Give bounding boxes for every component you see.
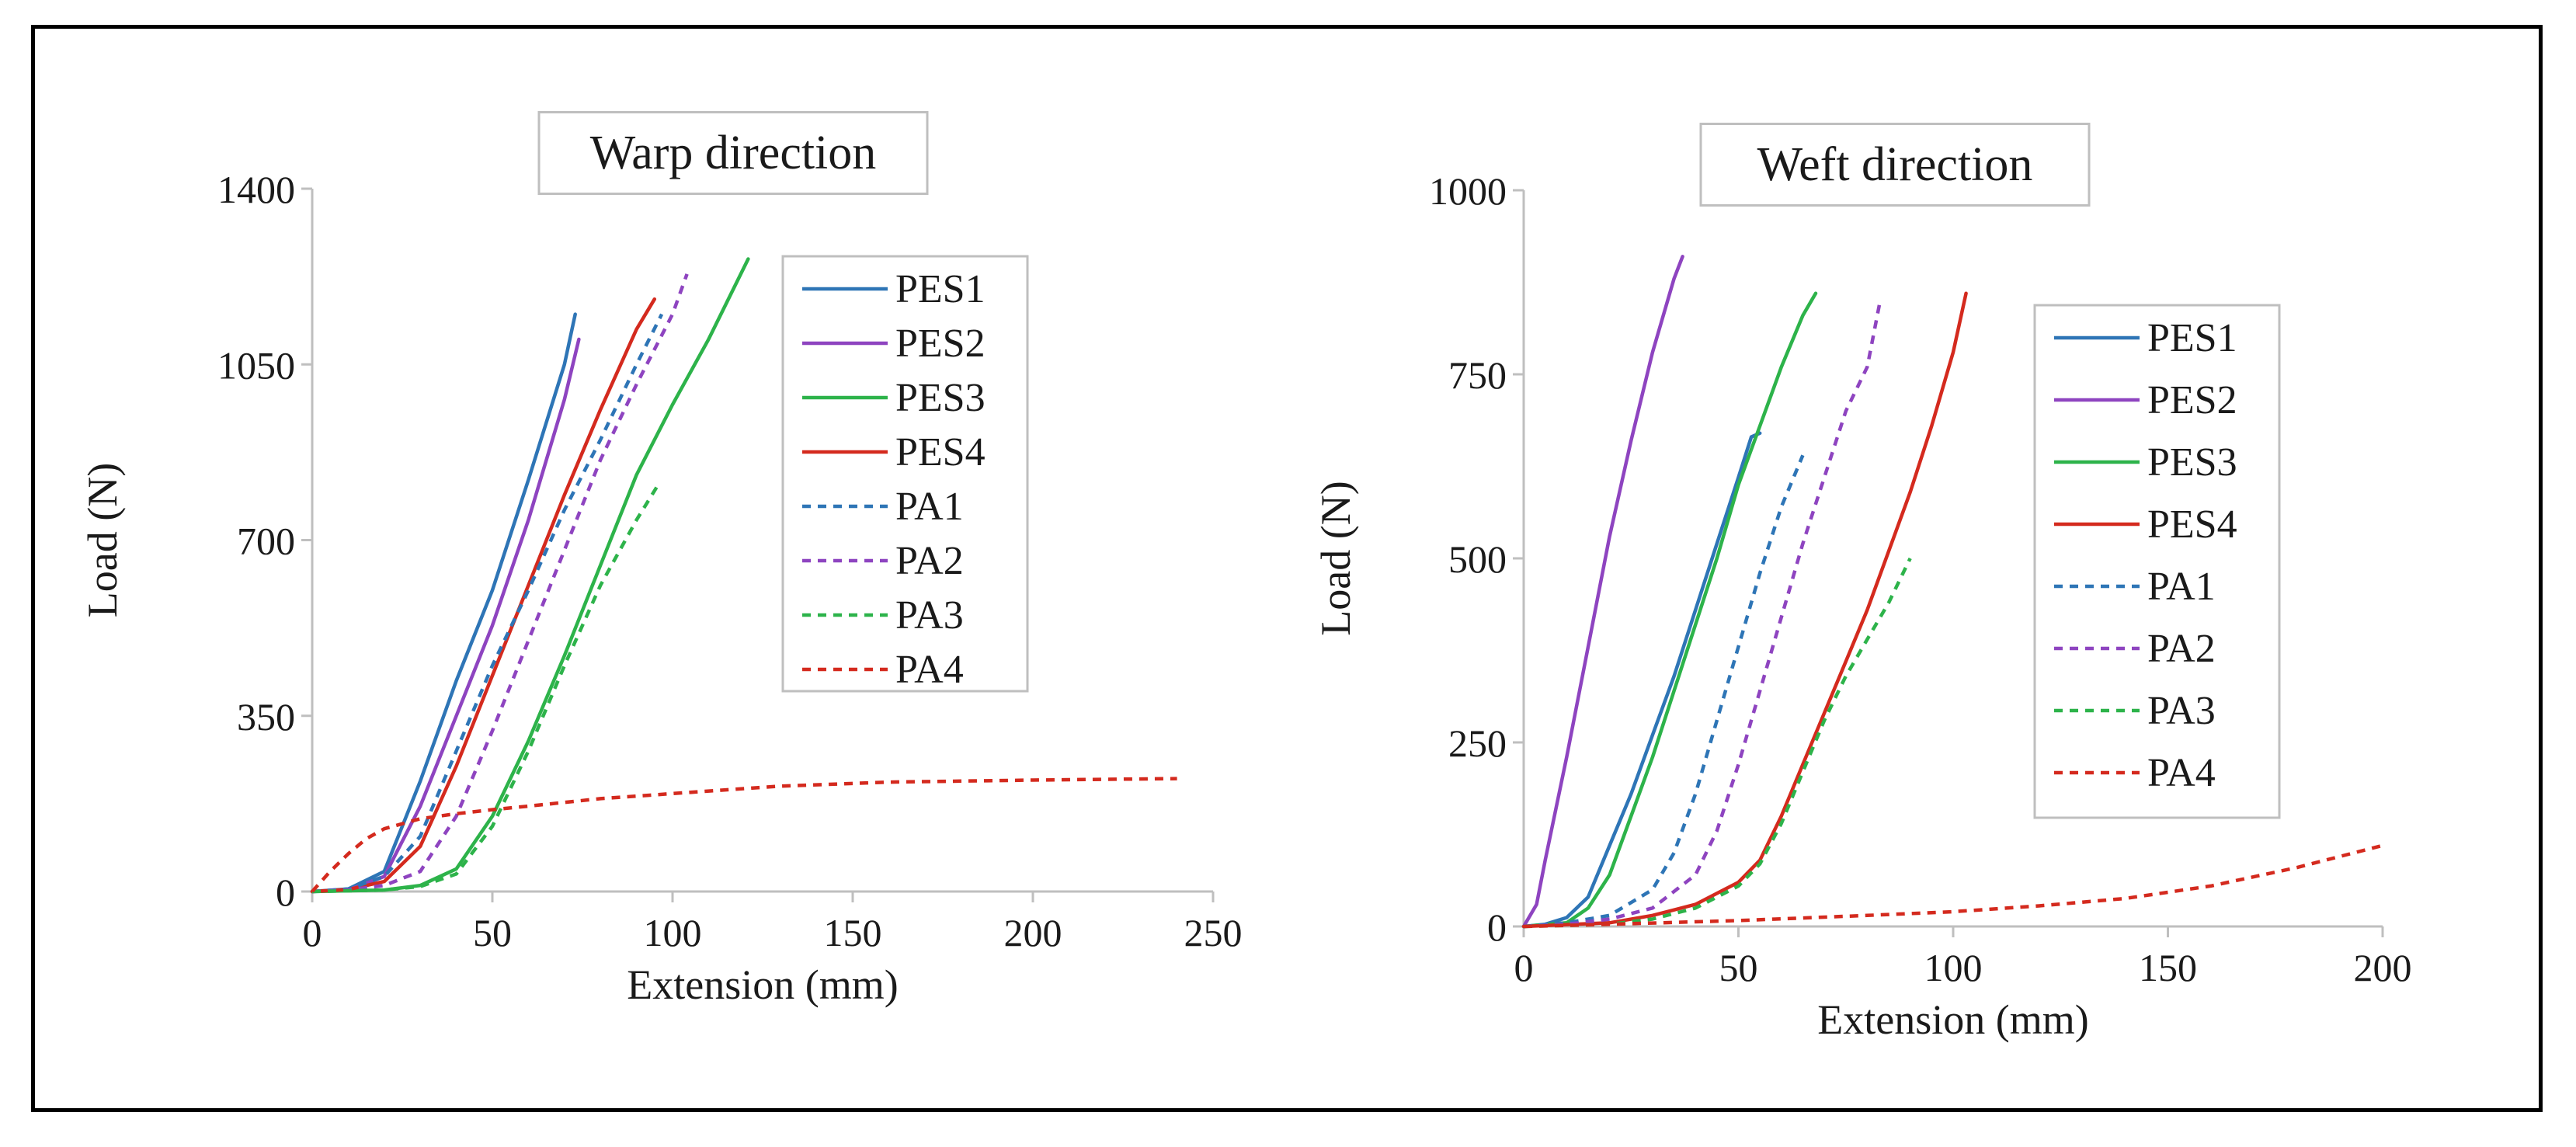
- legend-label-pes4: PES4: [895, 430, 986, 474]
- legend-label-pes3: PES3: [895, 376, 986, 420]
- series-line-pes4: [1521, 291, 1968, 929]
- series-line-pes3: [1521, 291, 1818, 929]
- legend-label-pa1: PA1: [2147, 565, 2216, 609]
- legend-label-pa4: PA4: [2147, 751, 2216, 795]
- legend-box: [781, 255, 1029, 693]
- x-tick-label: 0: [1514, 946, 1534, 989]
- legend-label-pa1: PA1: [895, 485, 964, 529]
- legend-label-pes3: PES3: [2147, 440, 2237, 485]
- x-tick-label: 0: [303, 911, 322, 954]
- y-tick-label: 1000: [1429, 169, 1507, 213]
- series-line-pa4: [1523, 843, 2383, 929]
- legend-label-pa3: PA3: [895, 593, 964, 638]
- series-line-pa4: [311, 777, 1177, 893]
- legend-label-pes1: PES1: [895, 267, 986, 311]
- series-line-pes3: [310, 257, 750, 894]
- x-tick-label: 150: [824, 911, 882, 954]
- y-tick-label: 1050: [217, 343, 295, 387]
- y-axis-title: Load (N): [79, 463, 126, 617]
- x-tick-label: 200: [2354, 946, 2412, 989]
- y-tick-label: 750: [1448, 353, 1507, 397]
- x-tick-label: 50: [473, 911, 512, 954]
- series-line-pes1: [1521, 431, 1762, 929]
- legend-label-pa2: PA2: [895, 539, 964, 583]
- x-tick-label: 100: [1924, 946, 1983, 989]
- y-axis-title: Load (N): [1312, 481, 1359, 635]
- chart-0: 0 350 700 1050 1400 0 50 100 150 200 250 Extension …: [79, 111, 1243, 1008]
- x-tick-label: 200: [1004, 911, 1062, 954]
- x-axis-title: Extension (mm): [627, 961, 898, 1008]
- legend-box: [2033, 304, 2281, 819]
- series-line-pa1: [311, 313, 664, 894]
- legend-label-pes2: PES2: [2147, 378, 2237, 422]
- series-line-pa2: [311, 273, 689, 894]
- series-line-pes4: [310, 297, 657, 894]
- y-tick-label: 500: [1448, 537, 1507, 581]
- y-tick-label: 0: [1487, 905, 1507, 949]
- chart-title-box: [1699, 123, 2091, 207]
- y-tick-label: 250: [1448, 721, 1507, 765]
- chart-1: 0 250 500 750 1000 0 50 100 150 200 Extension (mm)…: [1312, 123, 2412, 1043]
- chart-title-box: [537, 111, 929, 195]
- legend-label-pa3: PA3: [2147, 689, 2216, 733]
- x-tick-label: 150: [2139, 946, 2197, 989]
- legend-label-pa2: PA2: [2147, 627, 2216, 671]
- legend-label-pes2: PES2: [895, 322, 986, 366]
- y-tick-label: 0: [276, 871, 295, 914]
- y-tick-label: 350: [237, 695, 295, 739]
- chart-title: Warp direction: [590, 127, 877, 179]
- legend-label-pes4: PES4: [2147, 502, 2237, 547]
- x-tick-label: 250: [1184, 911, 1243, 954]
- series-line-pa3: [1523, 558, 1912, 929]
- chart-title: Weft direction: [1757, 138, 2033, 191]
- series-line-pes2: [1521, 255, 1684, 929]
- x-axis-title: Extension (mm): [1817, 996, 2088, 1043]
- x-tick-label: 100: [644, 911, 702, 954]
- legend-label-pes1: PES1: [2147, 316, 2237, 360]
- legend-label-pa4: PA4: [895, 648, 964, 692]
- y-tick-label: 1400: [217, 168, 295, 211]
- x-tick-label: 50: [1719, 946, 1758, 989]
- series-line-pa3: [311, 484, 660, 894]
- series-line-pa2: [1523, 300, 1882, 929]
- y-tick-label: 700: [237, 520, 295, 563]
